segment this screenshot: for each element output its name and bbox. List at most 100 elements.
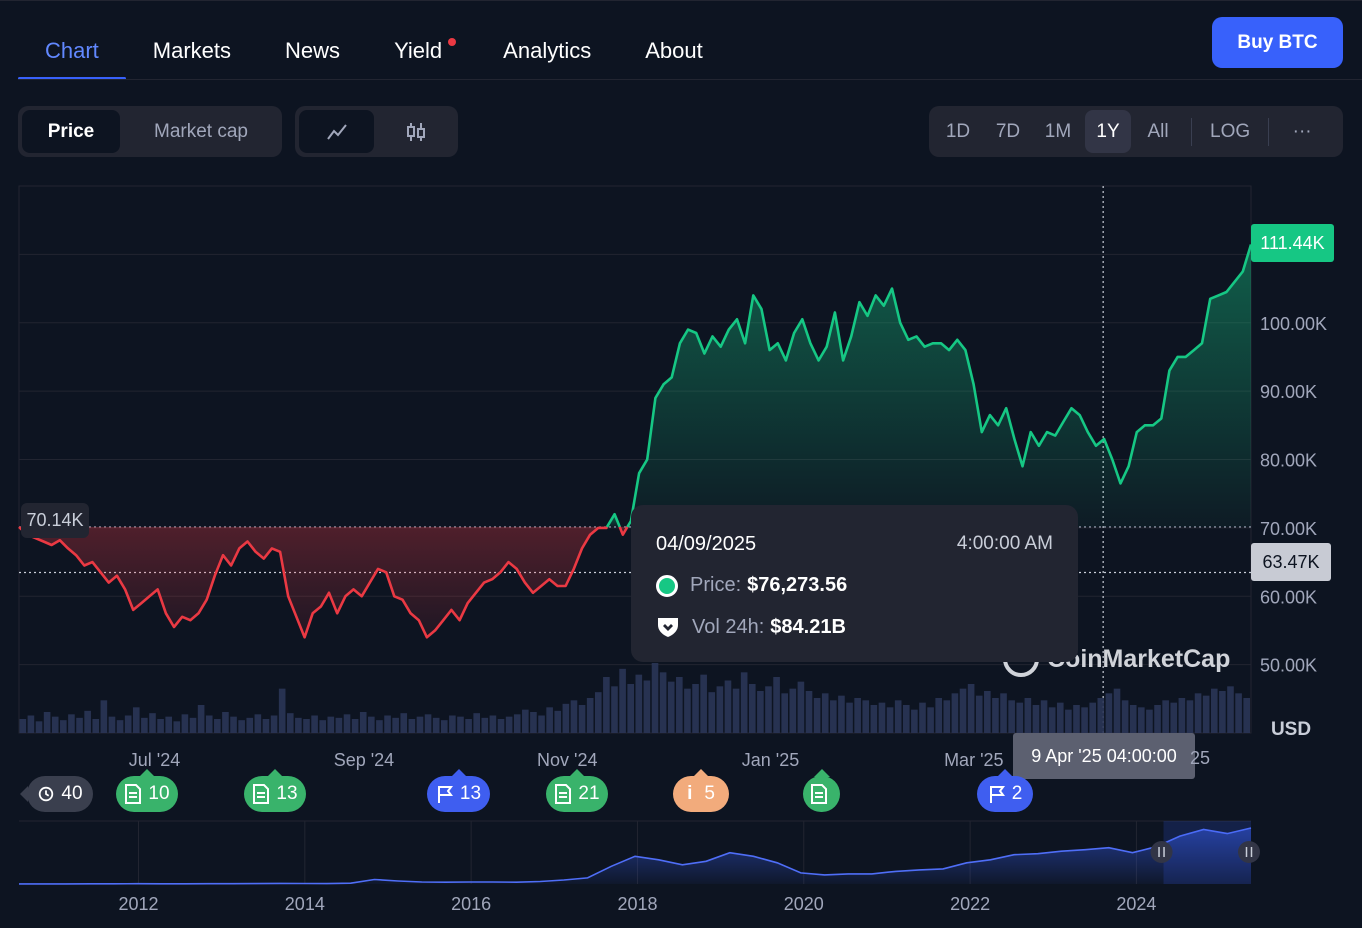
volume-bar — [967, 684, 975, 733]
volume-bar — [84, 710, 91, 733]
volume-bar — [862, 700, 870, 733]
y-tick-label: 60.00K — [1260, 587, 1317, 607]
volume-bar — [43, 712, 51, 733]
volume-bar — [376, 720, 383, 733]
volume-bar — [667, 681, 675, 733]
range-7d-button[interactable]: 7D — [995, 120, 1021, 142]
news-event-count: 13 — [276, 783, 298, 804]
y-tick-label: 90.00K — [1260, 382, 1317, 402]
news-event-pill[interactable]: 21 — [546, 769, 608, 812]
tab-markets[interactable]: Markets — [152, 38, 232, 63]
price-dot-icon — [656, 574, 678, 597]
volume-bar — [165, 716, 172, 733]
line-chart-button[interactable] — [299, 110, 374, 153]
volume-bar — [497, 719, 505, 733]
x-tick-label-clipped: 25 — [1190, 748, 1211, 768]
volume-bar — [1138, 707, 1145, 733]
volume-bar — [181, 714, 189, 733]
volume-bar — [197, 705, 205, 733]
volume-bar — [586, 698, 594, 733]
volume-bar — [748, 684, 756, 733]
range-1y-button[interactable]: 1Y — [1085, 110, 1131, 153]
chart-style-toggle — [295, 106, 458, 157]
overview-drag-handle[interactable] — [1238, 841, 1260, 863]
milestone-event-pill[interactable]: 13 — [427, 769, 490, 812]
volume-bar — [408, 719, 416, 733]
volume-bar — [765, 686, 772, 733]
history-pill-arrow — [20, 786, 28, 802]
volume-bar — [773, 677, 780, 733]
range-1m-button[interactable]: 1M — [1044, 120, 1072, 142]
news-event-pill[interactable]: 10 — [116, 769, 178, 812]
price-line-up — [605, 512, 621, 528]
tab-chart[interactable]: Chart — [18, 20, 126, 80]
price-area-up — [627, 244, 1251, 527]
price-tooltip: 04/09/2025 4:00:00 AM Price: $76,273.56 … — [631, 505, 1078, 662]
volume-bar — [246, 717, 254, 733]
info-event-pill[interactable]: i 5 — [673, 769, 729, 812]
volume-bar — [400, 713, 408, 733]
volume-bar — [943, 700, 951, 733]
candlestick-chart-button[interactable] — [378, 110, 454, 153]
metric-toggle: Price Market cap — [18, 106, 282, 157]
market-cap-toggle-button[interactable]: Market cap — [154, 120, 248, 142]
overview-drag-handle[interactable] — [1150, 841, 1173, 863]
volume-bar — [1162, 700, 1169, 733]
volume-bar — [1154, 705, 1161, 733]
overview-year-label: 2012 — [118, 894, 158, 914]
volume-bar — [513, 714, 521, 733]
log-scale-button[interactable]: LOG — [1210, 120, 1251, 142]
volume-bar — [1146, 709, 1153, 733]
news-event-pill[interactable] — [803, 769, 840, 812]
price-toggle-button[interactable]: Price — [22, 110, 120, 153]
tab-about[interactable]: About — [645, 38, 703, 63]
volume-bar — [789, 688, 797, 733]
news-event-count: 10 — [148, 783, 170, 804]
volume-bar — [270, 715, 278, 733]
news-event-pill[interactable]: 13 — [244, 769, 306, 812]
range-separator — [1268, 117, 1270, 146]
volume-bar — [60, 720, 67, 733]
price-line-up — [626, 244, 1253, 528]
volume-bar — [1227, 686, 1234, 733]
history-events-pill[interactable]: 40 — [27, 776, 93, 812]
volume-bar — [481, 717, 489, 733]
milestone-event-pill[interactable]: 2 — [977, 769, 1033, 812]
milestone-event-count: 13 — [459, 783, 482, 804]
range-1d-button[interactable]: 1D — [945, 120, 971, 142]
volume-bar — [992, 698, 999, 733]
buy-btc-button[interactable]: Buy BTC — [1212, 17, 1343, 68]
volume-bar — [189, 717, 197, 733]
volume-bar — [124, 715, 132, 733]
volume-bar — [1202, 695, 1210, 733]
volume-bar — [384, 715, 391, 733]
tab-yield[interactable]: Yield — [367, 20, 476, 80]
more-options-button[interactable]: ··· — [1292, 120, 1312, 142]
range-all-button[interactable]: All — [1147, 120, 1169, 142]
volume-bar — [781, 693, 788, 733]
volume-bar — [1121, 700, 1129, 733]
volume-bar — [919, 702, 926, 733]
volume-bar — [149, 713, 156, 733]
news-event-count: 21 — [578, 783, 600, 804]
volume-bar — [643, 680, 651, 733]
flag-icon — [437, 786, 453, 803]
range-selector: 1D 7D 1M 1Y All LOG ··· — [929, 106, 1343, 157]
volume-bar — [538, 715, 545, 733]
tooltip-price-label: Price: — [690, 574, 742, 596]
overview-navigator[interactable]: 2012 2014 2016 2018 2020 2022 2024 — [19, 820, 1260, 914]
tab-analytics[interactable]: Analytics — [503, 38, 592, 63]
volume-bar — [635, 674, 643, 733]
volume-bar — [1089, 702, 1096, 733]
hover-date-label: 9 Apr '25 04:00:00 — [1013, 733, 1195, 779]
y-tick-label: 70.00K — [1260, 519, 1317, 539]
volume-bar — [303, 719, 310, 733]
volume-bar — [141, 717, 148, 733]
volume-bar — [886, 707, 894, 733]
range-separator — [1191, 117, 1192, 146]
x-axis: Jul '24 Sep '24 Nov '24 Jan '25 Mar '25 — [129, 750, 1004, 770]
volume-bar — [424, 714, 432, 733]
volume-bar — [1129, 705, 1137, 733]
tab-news[interactable]: News — [285, 38, 341, 63]
